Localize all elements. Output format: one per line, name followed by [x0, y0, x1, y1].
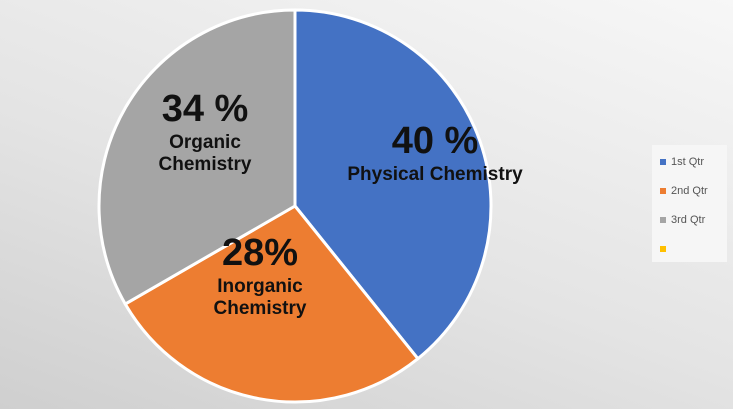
pie-slice — [293, 8, 493, 361]
value-label: 40 % — [391, 120, 479, 162]
legend-swatch — [660, 217, 666, 223]
pie-slice — [97, 8, 297, 307]
value-label: 34 % — [161, 88, 249, 130]
legend-item: 2nd Qtr — [660, 184, 708, 198]
legend-swatch — [660, 159, 666, 165]
value-label: 28% — [221, 232, 299, 274]
legend-label: 1st Qtr — [671, 156, 705, 168]
slice-label: 34 % Organic Chemistry — [125, 88, 285, 175]
slice-label: 28% Inorganic Chemistry — [170, 232, 350, 319]
legend-item: 3rd Qtr — [660, 213, 705, 227]
legend-label: 2nd Qtr — [671, 185, 708, 197]
slice-name: Organic Chemistry — [158, 131, 252, 175]
legend-swatch — [660, 246, 666, 252]
pie-slice — [123, 204, 420, 404]
slice-label: 40 % Physical Chemistry — [335, 120, 535, 186]
legend-label: 3rd Qtr — [671, 214, 706, 226]
legend-swatch — [660, 188, 666, 194]
legend-item: 1st Qtr — [660, 155, 704, 169]
slice-name: Physical Chemistry — [347, 163, 523, 185]
legend-item — [660, 242, 671, 256]
slice-name: Inorganic Chemistry — [213, 275, 307, 319]
legend: 1st Qtr 2nd Qtr 3rd Qtr — [652, 145, 727, 262]
